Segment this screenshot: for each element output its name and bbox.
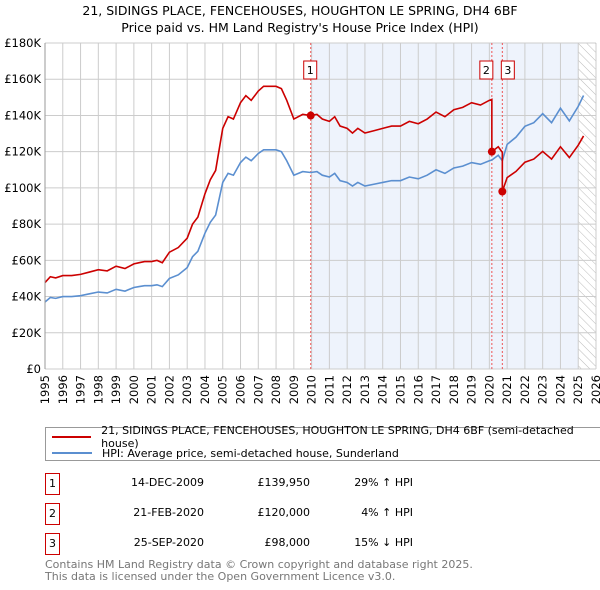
x-tick-label: 1995 bbox=[38, 375, 52, 404]
x-tick-label: 2019 bbox=[465, 375, 479, 404]
y-tick-label: £60K bbox=[12, 253, 42, 267]
y-tick-label: £140K bbox=[4, 108, 41, 122]
x-tick-label: 2014 bbox=[376, 375, 390, 404]
x-tick-label: 2025 bbox=[571, 375, 585, 404]
sale-hpi-diff: 29% ↑ HPI bbox=[354, 476, 413, 489]
x-tick-label: 2016 bbox=[411, 375, 425, 404]
forecast-hatch bbox=[578, 43, 596, 369]
footer-copyright: Contains HM Land Registry data © Crown c… bbox=[45, 558, 473, 571]
sale-label-box bbox=[500, 60, 515, 80]
sale-label: 2 bbox=[483, 64, 490, 77]
sale-label-box bbox=[303, 60, 318, 80]
x-tick-label: 1997 bbox=[74, 375, 88, 404]
sale-point bbox=[306, 111, 315, 120]
sale-number-badge: 1 bbox=[45, 473, 60, 495]
sale-price: £120,000 bbox=[257, 506, 311, 519]
y-tick-label: £180K bbox=[4, 36, 41, 50]
chart-subtitle: Price paid vs. HM Land Registry's House … bbox=[121, 20, 479, 35]
hpi-line bbox=[44, 95, 585, 303]
x-tick-label: 1998 bbox=[91, 375, 105, 404]
x-tick-label: 2007 bbox=[251, 375, 265, 404]
price-chart: 1995 1996 1997 1998 1999 2000 2001 2002 2003 2004… bbox=[4, 36, 600, 404]
x-tick-label: 1999 bbox=[109, 375, 123, 404]
sale-point bbox=[487, 147, 496, 156]
sale-date: 25-SEP-2020 bbox=[133, 536, 204, 549]
footer-licence: This data is licensed under the Open Gov… bbox=[45, 569, 396, 583]
sale-price: £98,000 bbox=[264, 536, 311, 549]
sale-date: 21-FEB-2020 bbox=[133, 506, 204, 519]
x-tick-label: 2008 bbox=[269, 375, 283, 404]
x-tick-label: 2009 bbox=[287, 375, 301, 404]
legend: 21, SIDINGS PLACE, FENCEHOUSES, HOUGHTON… bbox=[45, 424, 600, 461]
y-tick-label: £20K bbox=[12, 326, 42, 340]
sale-date: 14-DEC-2009 bbox=[130, 476, 204, 489]
x-tick-label: 2005 bbox=[216, 375, 230, 404]
x-tick-label: 2006 bbox=[234, 375, 248, 404]
chart-title: 21, SIDINGS PLACE, FENCEHOUSES, HOUGHTON… bbox=[82, 3, 518, 18]
sale-price: £139,950 bbox=[257, 476, 311, 489]
y-tick-label: £120K bbox=[4, 145, 41, 159]
post-sale-shading bbox=[310, 43, 579, 369]
x-tick-label: 2003 bbox=[180, 375, 194, 404]
x-tick-label: 2012 bbox=[340, 375, 354, 404]
x-tick-label: 2013 bbox=[358, 375, 372, 404]
legend-swatch-property bbox=[52, 436, 92, 438]
y-tick-label: £160K bbox=[4, 72, 41, 86]
sale-label-box bbox=[479, 60, 494, 80]
x-tick-label: 2010 bbox=[305, 375, 319, 404]
x-tick-label: 1996 bbox=[56, 375, 70, 404]
x-tick-label: 2000 bbox=[127, 375, 141, 404]
legend-label-property: 21, SIDINGS PLACE, FENCEHOUSES, HOUGHTON… bbox=[101, 424, 574, 450]
x-tick-label: 2001 bbox=[145, 375, 159, 404]
x-tick-label: 2017 bbox=[429, 375, 443, 404]
y-tick-label: £40K bbox=[12, 290, 42, 304]
x-tick-label: 2023 bbox=[536, 375, 550, 404]
sale-hpi-diff: 15% ↓ HPI bbox=[354, 536, 413, 549]
legend-swatch-hpi bbox=[52, 452, 92, 454]
x-tick-label: 2004 bbox=[198, 375, 212, 404]
footer: Contains HM Land Registry data © Crown c… bbox=[45, 559, 473, 582]
y-tick-label: £80K bbox=[12, 217, 42, 231]
x-tick-label: 2022 bbox=[518, 375, 532, 404]
x-tick-label: 2011 bbox=[322, 375, 336, 404]
sale-number-badge: 2 bbox=[45, 503, 60, 525]
x-tick-label: 2021 bbox=[500, 375, 514, 404]
sale-label: 3 bbox=[504, 64, 511, 77]
x-tick-label: 2018 bbox=[447, 375, 461, 404]
sale-point bbox=[498, 187, 507, 196]
table-row: 2 21-FEB-2020 £120,000 4% ↑ HPI bbox=[45, 503, 445, 525]
legend-label-hpi: HPI: Average price, semi-detached house,… bbox=[102, 446, 399, 460]
x-tick-label: 2026 bbox=[589, 375, 600, 404]
y-tick-label: £0 bbox=[26, 362, 41, 376]
x-tick-label: 2002 bbox=[162, 375, 176, 404]
table-row: 1 14-DEC-2009 £139,950 29% ↑ HPI bbox=[45, 473, 445, 495]
sale-number-badge: 3 bbox=[45, 533, 60, 555]
y-tick-label: £100K bbox=[4, 181, 41, 195]
sale-label: 1 bbox=[307, 64, 314, 77]
x-tick-label: 2015 bbox=[393, 375, 407, 404]
x-tick-label: 2020 bbox=[482, 375, 496, 404]
table-row: 3 25-SEP-2020 £98,000 15% ↓ HPI bbox=[45, 533, 445, 555]
sale-hpi-diff: 4% ↑ HPI bbox=[361, 506, 413, 519]
x-tick-label: 2024 bbox=[553, 375, 567, 404]
